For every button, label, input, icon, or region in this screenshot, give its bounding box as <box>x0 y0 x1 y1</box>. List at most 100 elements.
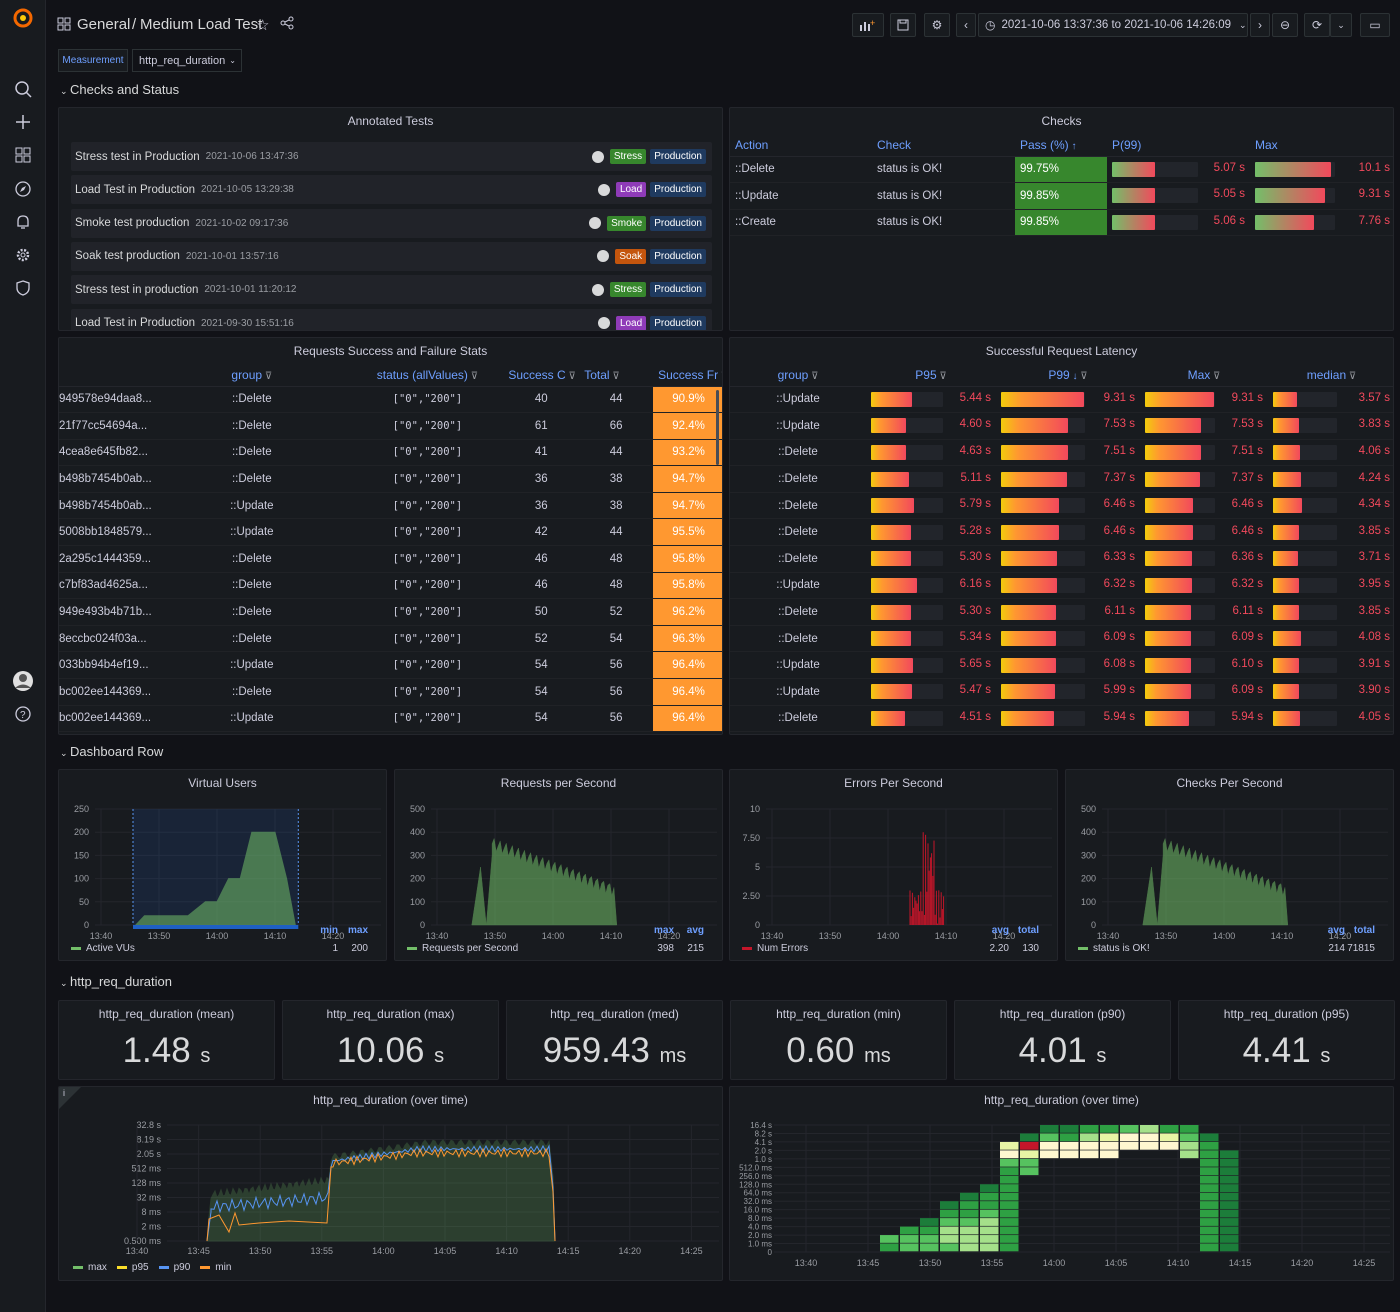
dashboards-icon[interactable] <box>11 143 35 167</box>
status-cell: ["0","200"] <box>351 518 504 547</box>
page-title[interactable]: Medium Load Test <box>140 16 263 33</box>
p99-value: 7.53 s <box>1103 418 1135 431</box>
legend-column-header[interactable]: avg <box>1327 925 1345 936</box>
med-value: 4.05 s <box>1358 710 1390 723</box>
med-cell: 3.85 s <box>1268 518 1393 547</box>
help-icon[interactable]: ? <box>11 702 35 726</box>
annotation-item[interactable]: Soak test production 2021-10-01 13:57:16 S… <box>71 241 712 271</box>
legend-item[interactable]: max <box>73 1262 107 1273</box>
breadcrumb-folder[interactable]: General <box>77 16 131 33</box>
latency-panel: Successful Request Latency group ⊽ P95 ⊽ P… <box>729 337 1394 735</box>
legend-column-header[interactable]: avg <box>686 925 704 936</box>
legend-column-header[interactable]: total <box>1353 925 1375 936</box>
time-back-button[interactable]: ‹ <box>956 13 976 37</box>
row-http-req-duration[interactable]: ⌄ http_req_duration <box>60 974 172 989</box>
time-forward-button[interactable]: › <box>1250 13 1270 37</box>
column-header[interactable]: Max <box>1250 134 1393 157</box>
column-header-label: P95 <box>915 367 937 382</box>
table-row: bc002ee144369...::Update ["0","200"] 54 56 9… <box>59 705 722 733</box>
column-header[interactable]: group ⊽ <box>152 364 352 387</box>
filter-icon[interactable]: ⊽ <box>1210 370 1221 382</box>
column-header[interactable]: P99 ↓ ⊽ <box>996 364 1140 387</box>
avatar[interactable] <box>11 669 35 693</box>
annotation-item[interactable]: Load Test in Production 2021-09-30 15:51:… <box>71 308 712 330</box>
filter-icon[interactable]: ⊽ <box>609 370 620 382</box>
pass-cell: 99.85% <box>1015 182 1107 210</box>
time-picker[interactable]: ◷ 2021-10-06 13:37:36 to 2021-10-06 14:2… <box>978 13 1248 37</box>
row-checks-and-status[interactable]: ⌄ Checks and Status <box>60 82 179 97</box>
legend-label[interactable]: status is OK! <box>1093 943 1150 954</box>
heatmap-cell <box>1000 1175 1019 1184</box>
column-header[interactable]: Success Fr ⊽ <box>653 364 722 387</box>
filter-icon[interactable]: ⊽ <box>1346 370 1357 382</box>
shield-icon[interactable] <box>11 276 35 300</box>
total-cell: 52 <box>579 598 654 626</box>
star-icon[interactable]: ☆ <box>256 17 270 34</box>
tv-mode-button[interactable]: ▭ <box>1360 13 1390 37</box>
refresh-button[interactable]: ⟳ <box>1304 13 1330 37</box>
annotation-item[interactable]: Smoke test production 2021-10-02 09:17:36… <box>71 208 712 238</box>
legend-column-header[interactable]: total <box>1017 925 1039 936</box>
filter-icon[interactable]: ⊽ <box>262 370 273 382</box>
column-header[interactable]: P(99) <box>1107 134 1250 157</box>
heatmap-cell <box>1080 1150 1099 1159</box>
annotation-item[interactable]: Stress test in Production 2021-10-06 13:4… <box>71 142 712 171</box>
filter-icon[interactable]: ⊽ <box>808 370 819 382</box>
legend-column-header[interactable]: max <box>653 925 674 936</box>
p99-cell: 7.53 s <box>996 412 1140 440</box>
column-header[interactable]: Success C ⊽ <box>503 364 580 387</box>
column-header[interactable]: Total ⊽ <box>579 364 654 387</box>
max-bar <box>1145 498 1194 514</box>
save-button[interactable] <box>890 13 916 37</box>
legend-column-header[interactable]: max <box>347 925 368 936</box>
settings-button[interactable]: ⚙ <box>924 13 950 37</box>
plus-icon[interactable] <box>11 110 35 134</box>
column-header[interactable]: Check <box>872 134 1015 157</box>
legend-label[interactable]: Num Errors <box>757 943 809 954</box>
row-dashboard[interactable]: ⌄ Dashboard Row <box>60 744 163 759</box>
legend-label[interactable]: Requests per Second <box>422 943 519 954</box>
legend-column-header[interactable]: min <box>320 925 338 936</box>
y-tick-label: 32.8 s <box>136 1120 161 1130</box>
med-value: 4.34 s <box>1358 498 1390 511</box>
requests-stats-panel: Requests Success and Failure Stats group… <box>58 337 723 735</box>
column-header[interactable]: status (allValues) ⊽ <box>351 364 504 387</box>
share-icon[interactable] <box>280 16 294 33</box>
column-header[interactable]: Pass (%) ↑ <box>1015 134 1107 157</box>
annotation-item[interactable]: Stress test in production 2021-10-01 11:2… <box>71 275 712 305</box>
column-header[interactable]: Max ⊽ <box>1140 364 1268 387</box>
grafana-logo-icon[interactable] <box>11 6 35 30</box>
column-header[interactable]: group ⊽ <box>730 364 866 387</box>
add-panel-button[interactable]: + <box>852 13 884 37</box>
legend-label[interactable]: Active VUs <box>86 943 135 954</box>
search-icon[interactable] <box>11 77 35 101</box>
legend-value: 71815 <box>1347 943 1375 954</box>
legend-column-header[interactable]: avg <box>991 925 1009 936</box>
refresh-interval-dropdown[interactable]: ⌄ <box>1330 13 1352 37</box>
column-header[interactable]: P95 ⊽ <box>866 364 996 387</box>
filter-icon[interactable]: ⊽ <box>467 370 479 382</box>
med-value: 3.57 s <box>1358 391 1390 404</box>
gear-icon[interactable] <box>11 243 35 267</box>
info-corner-icon[interactable] <box>59 1087 81 1109</box>
column-header[interactable]: Action <box>730 134 872 157</box>
legend-item[interactable]: min <box>200 1262 231 1273</box>
filter-icon[interactable]: ⊽ <box>718 371 722 382</box>
annotation-item[interactable]: Load Test in Production 2021-10-05 13:29:… <box>71 175 712 205</box>
zoom-out-button[interactable]: ⊖ <box>1272 13 1298 37</box>
legend-item[interactable]: p90 <box>158 1262 190 1273</box>
legend-item[interactable]: p95 <box>116 1262 149 1273</box>
column-header[interactable]: median ⊽ <box>1268 364 1393 387</box>
group-cell: ::Delete <box>730 465 866 493</box>
scrollbar[interactable] <box>716 390 719 465</box>
explore-icon[interactable] <box>11 177 35 201</box>
measurement-select[interactable]: http_req_duration ⌄ <box>132 49 242 72</box>
column-header-label: median <box>1306 367 1347 382</box>
topbar: General / Medium Load Test ☆ + ⚙ ‹ ◷ 202… <box>46 0 1400 48</box>
filter-icon[interactable]: ⊽ <box>936 370 947 382</box>
alerting-bell-icon[interactable] <box>11 210 35 234</box>
filter-icon[interactable]: ⊽ <box>1077 370 1088 382</box>
filter-icon[interactable]: ⊽ <box>565 370 576 382</box>
heatmap-cell <box>1200 1226 1219 1235</box>
error-bar <box>922 832 924 925</box>
